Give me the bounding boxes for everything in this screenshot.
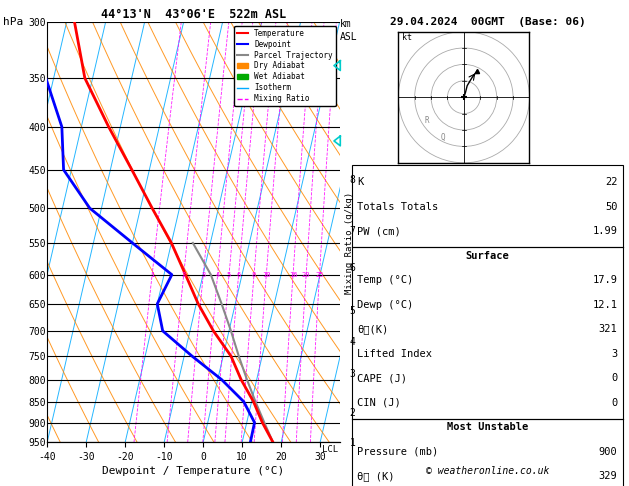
Title: 44°13'N  43°06'E  522m ASL: 44°13'N 43°06'E 522m ASL (101, 8, 286, 21)
Text: K: K (357, 177, 364, 187)
Text: 4: 4 (216, 272, 220, 278)
Text: 3: 3 (611, 348, 618, 359)
Text: PW (cm): PW (cm) (357, 226, 401, 236)
Text: 1: 1 (150, 272, 154, 278)
Text: 329: 329 (599, 471, 618, 481)
Text: 5: 5 (227, 272, 231, 278)
Text: LCL: LCL (323, 445, 338, 454)
Text: 10: 10 (262, 272, 270, 278)
Text: 20: 20 (302, 272, 311, 278)
Text: kt: kt (401, 33, 411, 42)
Text: 17.9: 17.9 (593, 275, 618, 285)
X-axis label: Dewpoint / Temperature (°C): Dewpoint / Temperature (°C) (103, 466, 284, 476)
Text: 0: 0 (611, 373, 618, 383)
Text: Temp (°C): Temp (°C) (357, 275, 414, 285)
Text: Totals Totals: Totals Totals (357, 202, 438, 211)
Text: CAPE (J): CAPE (J) (357, 373, 408, 383)
Text: θᴇ (K): θᴇ (K) (357, 471, 395, 481)
Text: Dewp (°C): Dewp (°C) (357, 300, 414, 310)
Text: 8: 8 (252, 272, 256, 278)
Text: Q: Q (441, 133, 445, 142)
Text: 50: 50 (605, 202, 618, 211)
Text: Lifted Index: Lifted Index (357, 348, 432, 359)
Text: ASL: ASL (340, 32, 358, 42)
Text: Most Unstable: Most Unstable (447, 422, 528, 432)
Text: 6: 6 (237, 272, 241, 278)
Text: 25: 25 (315, 272, 324, 278)
Text: 12.1: 12.1 (593, 300, 618, 310)
Text: 2: 2 (182, 272, 186, 278)
Text: 900: 900 (599, 447, 618, 457)
Text: km: km (340, 19, 352, 30)
Text: © weatheronline.co.uk: © weatheronline.co.uk (426, 467, 549, 476)
Text: θᴇ(K): θᴇ(K) (357, 324, 389, 334)
Text: Pressure (mb): Pressure (mb) (357, 447, 438, 457)
Text: 0: 0 (611, 398, 618, 408)
Text: Surface: Surface (465, 251, 509, 260)
Text: Mixing Ratio (g/kg): Mixing Ratio (g/kg) (345, 192, 353, 294)
Text: CIN (J): CIN (J) (357, 398, 401, 408)
Text: 16: 16 (289, 272, 298, 278)
Text: 29.04.2024  00GMT  (Base: 06): 29.04.2024 00GMT (Base: 06) (389, 17, 586, 27)
Legend: Temperature, Dewpoint, Parcel Trajectory, Dry Adiabat, Wet Adiabat, Isotherm, Mi: Temperature, Dewpoint, Parcel Trajectory… (234, 26, 336, 106)
Text: 3: 3 (201, 272, 206, 278)
Text: 321: 321 (599, 324, 618, 334)
Text: 22: 22 (605, 177, 618, 187)
Text: R: R (425, 117, 429, 125)
Text: 1.99: 1.99 (593, 226, 618, 236)
Text: hPa: hPa (3, 17, 23, 27)
